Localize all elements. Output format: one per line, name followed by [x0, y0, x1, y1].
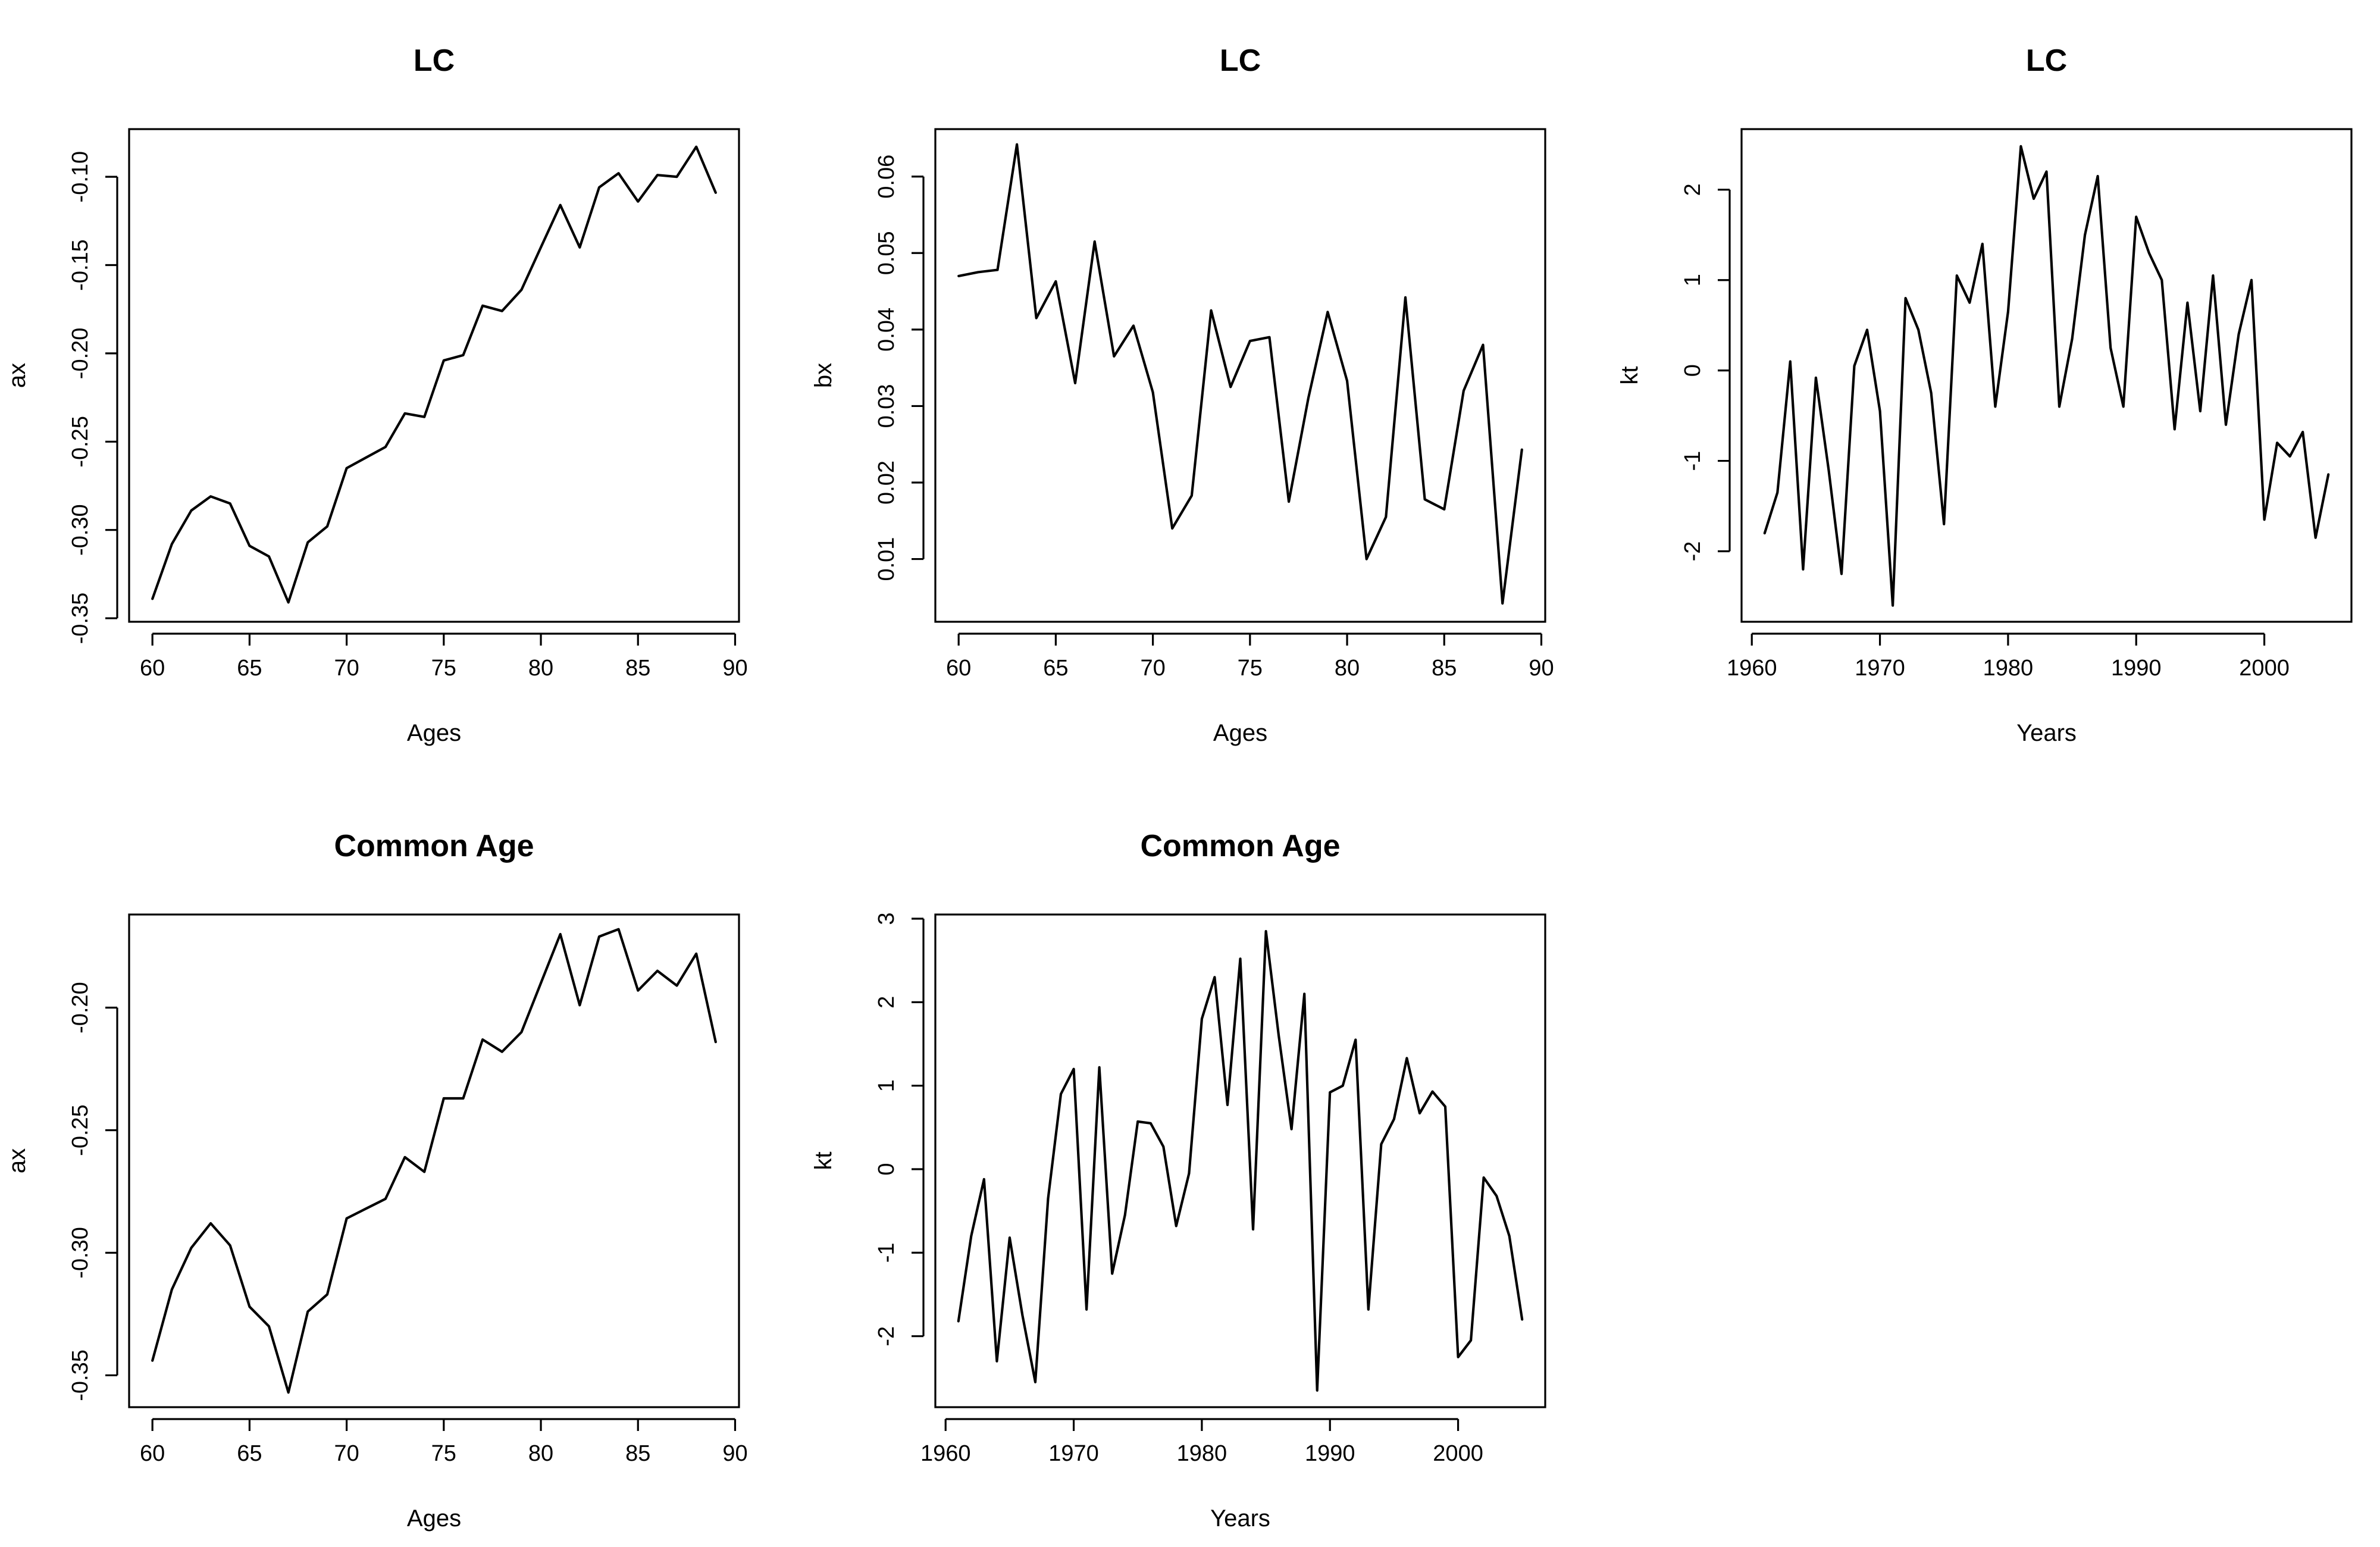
- y-axis-label: ax: [4, 363, 30, 388]
- y-tick-label: 0: [874, 1163, 899, 1175]
- y-axis-label: ax: [4, 1148, 30, 1173]
- x-tick-label: 70: [334, 1441, 359, 1466]
- y-tick-label: -0.30: [68, 1227, 93, 1279]
- series-line: [151, 928, 717, 1394]
- y-tick-label: 2: [874, 996, 899, 1009]
- x-tick-label: 1970: [1048, 1441, 1099, 1466]
- x-tick-label: 1980: [1177, 1441, 1227, 1466]
- x-axis-label: Ages: [1213, 720, 1267, 746]
- x-tick-label: 75: [431, 656, 456, 681]
- y-tick-label: 1: [874, 1079, 899, 1092]
- x-tick-label: 75: [431, 1441, 456, 1466]
- y-tick-label: 0.05: [874, 231, 899, 275]
- x-tick-label: 1990: [2111, 656, 2162, 681]
- plot-frame: [128, 128, 740, 623]
- y-tick-label: -1: [1680, 451, 1705, 471]
- chart-title: LC: [2026, 43, 2067, 78]
- x-tick-label: 1960: [1727, 656, 1777, 681]
- x-axis-label: Years: [1210, 1505, 1270, 1532]
- y-tick-label: 0.03: [874, 384, 899, 428]
- panel-5: Common Age 1960 1970 1980 1990 2000 Years -2 -1 0…: [810, 829, 1546, 1532]
- panel-2: LC 60 65 70 75 80 85 90 Ages 0.01 0.02 0.03 0.04 0.05…: [810, 43, 1554, 746]
- panel-4: Common Age 60 65 70 75 80 85 90 Ages -0.35 -0.30 -0…: [4, 829, 748, 1532]
- chart-title: Common Age: [1140, 829, 1340, 863]
- y-tick-label: 0: [1680, 364, 1705, 377]
- plot-frame: [934, 128, 1546, 623]
- x-tick-label: 2000: [2239, 656, 2290, 681]
- x-tick-label: 90: [722, 656, 747, 681]
- series-line: [151, 145, 717, 604]
- y-tick-label: 0.06: [874, 155, 899, 199]
- y-tick-label: -0.10: [68, 151, 93, 203]
- y-tick-label: -0.30: [68, 504, 93, 556]
- x-tick-label: 2000: [1433, 1441, 1483, 1466]
- y-tick-label: -0.25: [68, 1104, 93, 1156]
- x-tick-label: 60: [140, 1441, 165, 1466]
- y-tick-label: -2: [1680, 541, 1705, 562]
- panel-1: LC 60 65 70 75 80 85 90 Ages -0.35 -0.30 -0.25 -0.20…: [4, 43, 748, 746]
- x-tick-label: 75: [1238, 656, 1263, 681]
- y-axis-label: bx: [810, 363, 837, 388]
- x-tick-label: 80: [1335, 656, 1360, 681]
- y-tick-label: 0.04: [874, 308, 899, 352]
- x-axis-label: Ages: [407, 1505, 461, 1532]
- plot-frame: [128, 913, 740, 1408]
- x-axis-label: Ages: [407, 720, 461, 746]
- x-tick-label: 1970: [1855, 656, 1905, 681]
- y-tick-label: -2: [874, 1326, 899, 1346]
- y-axis-label: kt: [1617, 366, 1643, 384]
- x-tick-label: 1990: [1305, 1441, 1355, 1466]
- y-tick-label: -0.25: [68, 416, 93, 468]
- y-tick-label: 0.02: [874, 461, 899, 505]
- chart-title: Common Age: [334, 829, 534, 863]
- x-tick-label: 65: [1043, 656, 1068, 681]
- y-tick-label: -0.20: [68, 328, 93, 380]
- x-tick-label: 80: [528, 656, 553, 681]
- x-tick-label: 65: [237, 656, 262, 681]
- y-tick-label: 1: [1680, 274, 1705, 286]
- panel-3: LC 1960 1970 1980 1990 2000 Years -2 -1 0 1 2 kt: [1617, 43, 2353, 746]
- y-tick-label: 0.01: [874, 537, 899, 581]
- y-tick-label: 3: [874, 912, 899, 925]
- x-axis-label: Years: [2016, 720, 2077, 746]
- chart-title: LC: [414, 43, 455, 78]
- y-tick-label: -1: [874, 1242, 899, 1263]
- chart-title: LC: [1220, 43, 1261, 78]
- x-tick-label: 65: [237, 1441, 262, 1466]
- series-line: [957, 143, 1523, 605]
- y-tick-label: 2: [1680, 183, 1705, 196]
- plot-frame: [1740, 128, 2353, 623]
- y-axis-label: kt: [810, 1151, 837, 1170]
- series-line: [1763, 145, 2330, 607]
- x-tick-label: 60: [140, 656, 165, 681]
- x-tick-label: 60: [946, 656, 971, 681]
- plot-frame: [934, 913, 1546, 1408]
- x-tick-label: 90: [1529, 656, 1554, 681]
- x-tick-label: 70: [1140, 656, 1165, 681]
- x-tick-label: 85: [1432, 656, 1457, 681]
- x-tick-label: 80: [528, 1441, 553, 1466]
- x-tick-label: 85: [625, 1441, 650, 1466]
- y-tick-label: -0.20: [68, 982, 93, 1034]
- y-tick-label: -0.35: [68, 593, 93, 644]
- x-tick-label: 1960: [920, 1441, 971, 1466]
- x-tick-label: 1980: [1983, 656, 2034, 681]
- y-tick-label: -0.35: [68, 1349, 93, 1401]
- x-tick-label: 85: [625, 656, 650, 681]
- y-tick-label: -0.15: [68, 239, 93, 291]
- series-line: [957, 929, 1524, 1392]
- x-tick-label: 90: [722, 1441, 747, 1466]
- x-tick-label: 70: [334, 656, 359, 681]
